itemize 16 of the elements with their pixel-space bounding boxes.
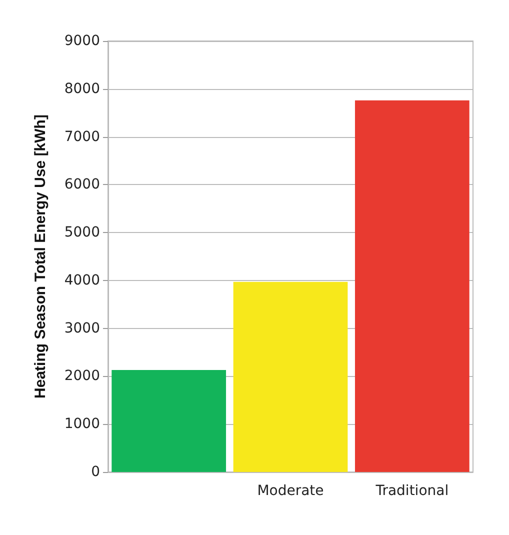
y-tick-label: 5000 [64, 224, 100, 241]
x-tick-label: Traditional [374, 483, 449, 499]
bar [354, 100, 470, 472]
y-tick-label: 6000 [64, 176, 100, 193]
y-axis-title: Heating Season Total Energy Use [kWh] [32, 114, 49, 398]
y-tick-label: 8000 [64, 80, 100, 97]
x-tick-label: Moderate [257, 483, 324, 499]
bar [233, 282, 348, 472]
y-tick-label: 2000 [64, 368, 100, 384]
y-tick-label: 1000 [64, 416, 100, 432]
y-tick-label: 7000 [64, 128, 100, 145]
bar [112, 370, 226, 472]
y-tick-label: 4000 [64, 272, 100, 288]
y-tick-label: 3000 [64, 320, 100, 336]
y-tick-label: 9000 [64, 33, 100, 49]
y-tick-label: 0 [91, 464, 100, 480]
